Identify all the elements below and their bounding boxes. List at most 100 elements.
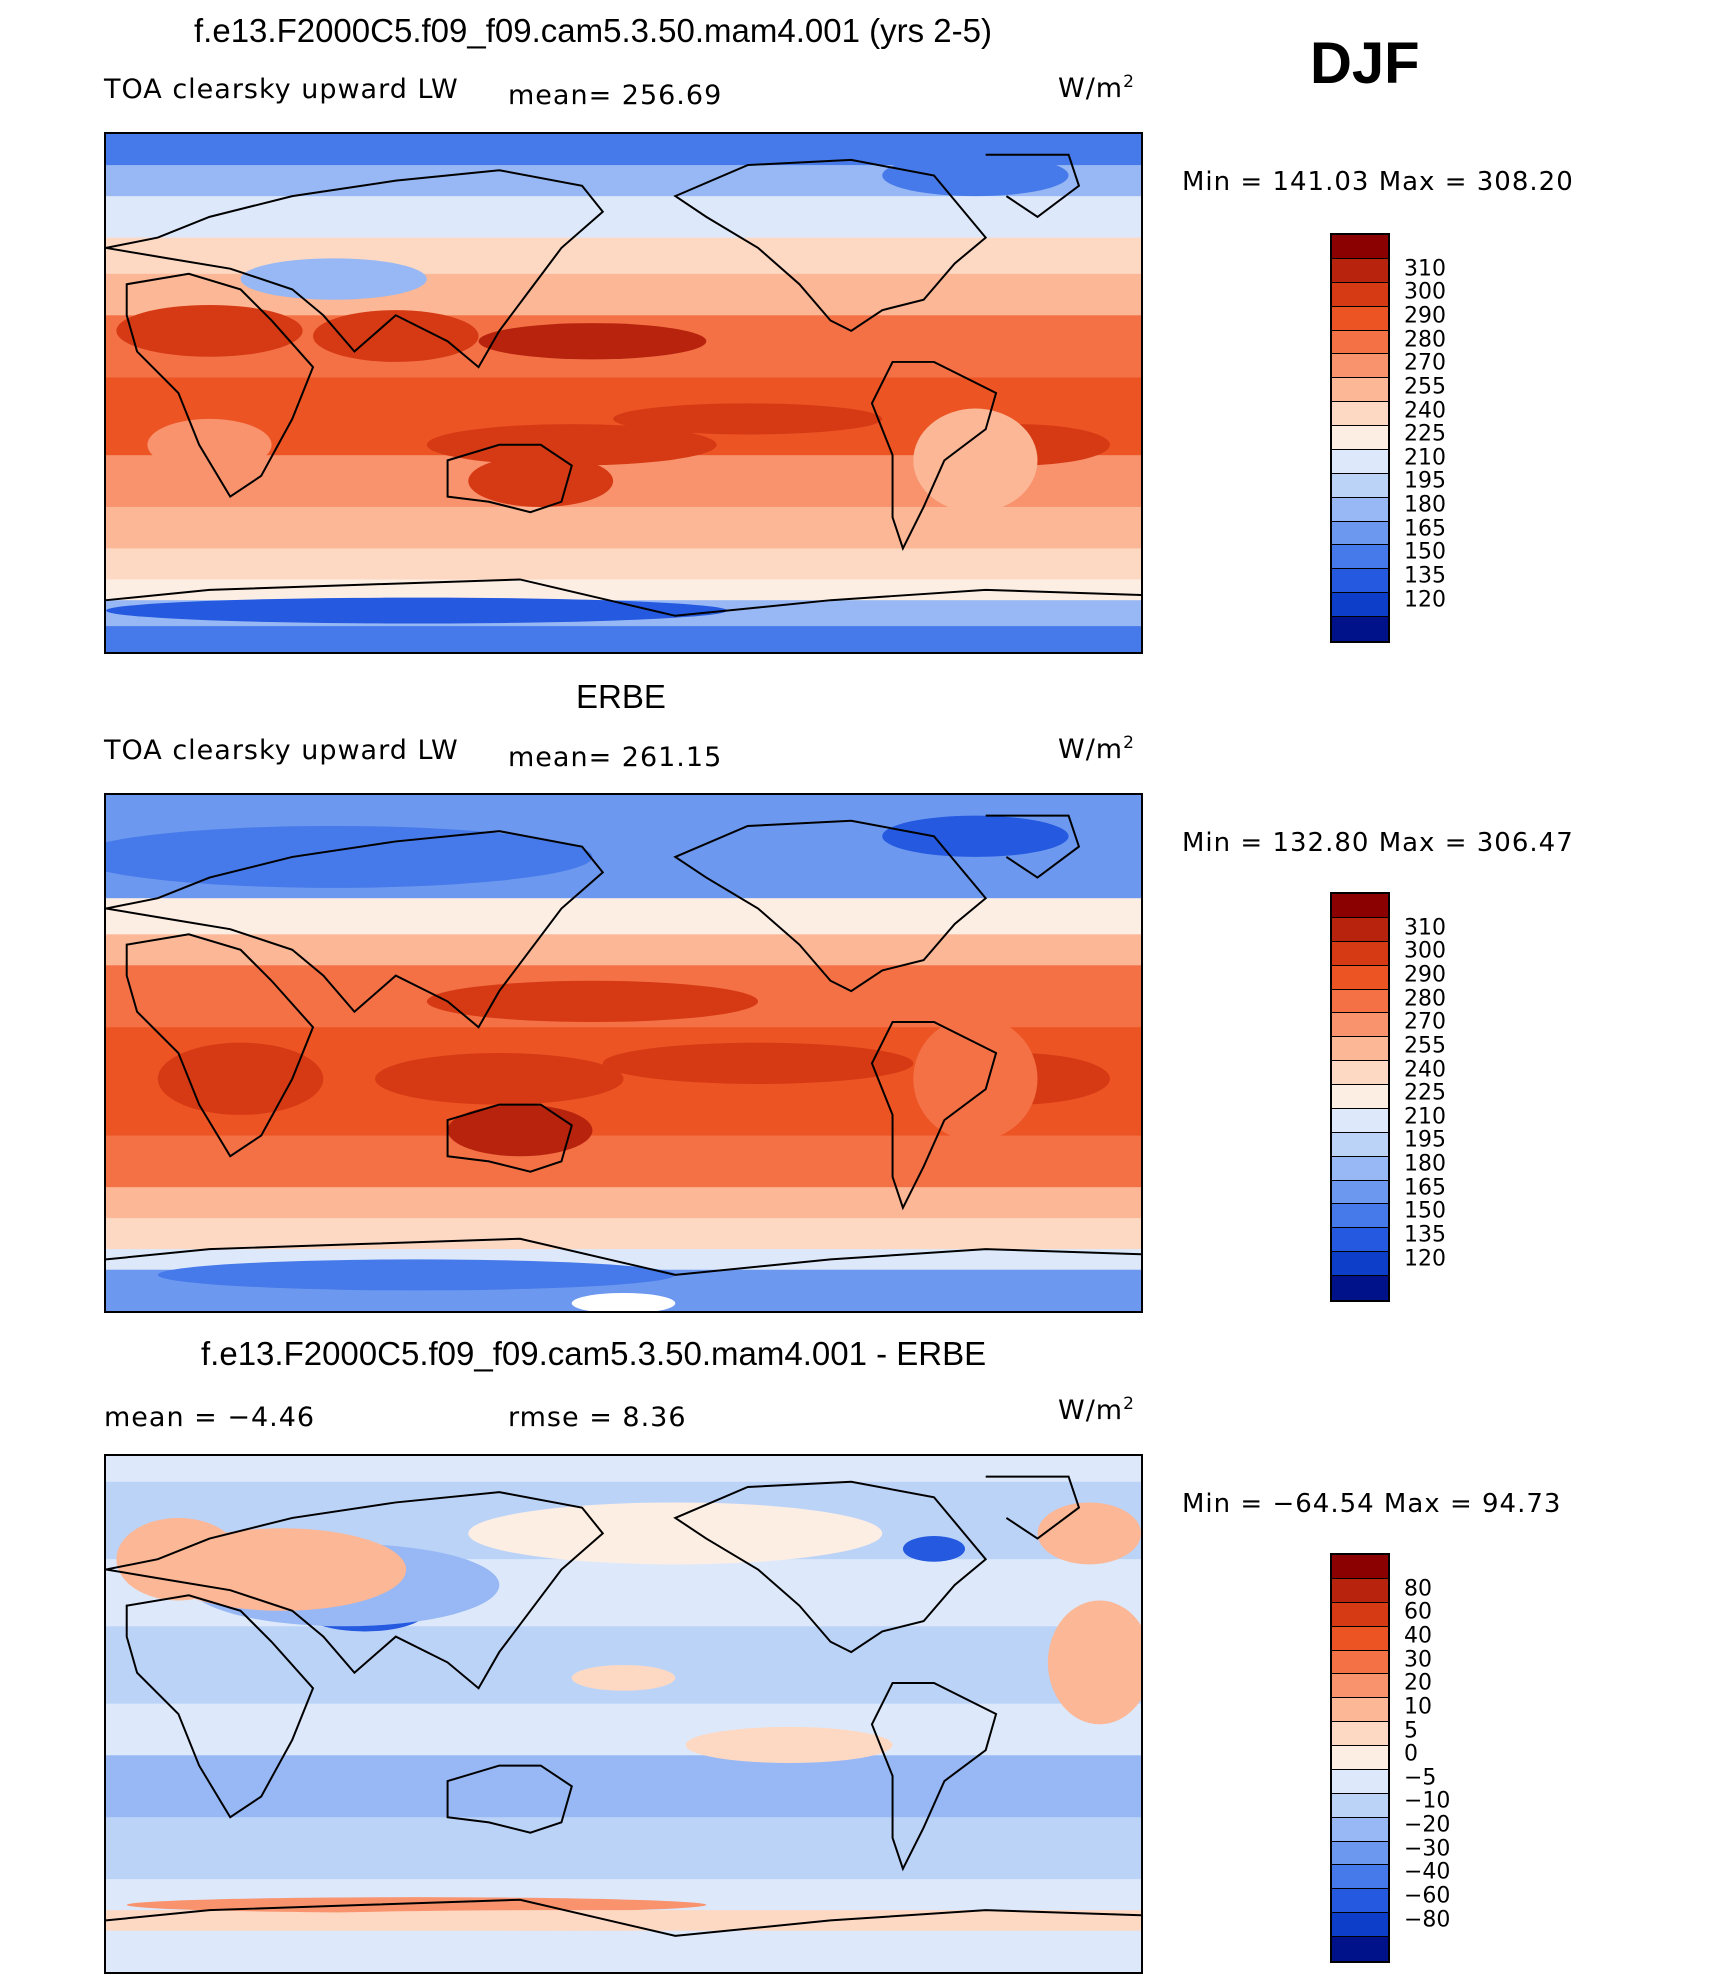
colorbar-label: 225 [1404,421,1446,447]
field-band [106,506,1141,550]
field-blob [478,323,707,360]
field-blob [313,310,479,362]
colorbar-box [1332,473,1388,498]
colorbar-box [1332,378,1388,403]
season-label: DJF [1310,31,1420,96]
colorbar-box [1332,1252,1388,1276]
panel-3-units: W/m2 [1058,1394,1135,1426]
coastline [446,443,573,514]
coastline [870,360,998,551]
field-blob [240,258,427,300]
field-blob [1037,1502,1141,1565]
field-blob [147,418,272,471]
field-blob [882,154,1069,197]
colorbar-label: 280 [1404,327,1446,353]
colorbar-box [1332,1674,1388,1699]
colorbar-box [1332,330,1388,355]
field-band [106,196,1141,239]
panel-2-minmax: Min = 132.80 Max = 306.47 [1182,828,1574,858]
colorbar-box [1332,894,1388,918]
colorbar-label: 5 [1404,1718,1418,1744]
colorbar-box [1332,1793,1388,1818]
panel-2-mean-label: mean= 261.15 [508,742,723,773]
field-blob [913,1016,1038,1141]
field-blob [157,1042,324,1115]
field-band [106,1456,1141,1483]
colorbar-label: 290 [1404,303,1446,329]
coastline [673,158,988,333]
colorbar-label: 165 [1404,1175,1446,1201]
colorbar-box [1332,1889,1388,1914]
colorbar-label: 310 [1404,256,1446,282]
colorbar-label: 195 [1404,1127,1446,1153]
colorbar-label: −60 [1404,1883,1451,1909]
colorbar-label: 60 [1404,1599,1432,1625]
colorbar-box [1332,1204,1388,1229]
field-band [106,1135,1141,1189]
colorbar-label: 280 [1404,986,1446,1012]
colorbar-label: 225 [1404,1080,1446,1106]
field-blob [106,597,727,624]
field-band [106,1930,1141,1972]
colorbar-box [1332,449,1388,474]
colorbar-box [1332,1841,1388,1866]
field-blob [685,1726,893,1764]
colorbar-box [1332,1626,1388,1651]
field-blob [447,1104,593,1157]
panel-1-variable-label: TOA clearsky upward LW [104,74,459,105]
colorbar-label: 40 [1404,1623,1432,1649]
field-blob [468,455,614,507]
colorbar-label: 20 [1404,1670,1432,1696]
colorbar-label: 240 [1404,398,1446,424]
colorbar-label: 310 [1404,915,1446,941]
colorbar-label: 0 [1404,1741,1418,1767]
colorbar-box [1332,235,1388,259]
colorbar-label: 80 [1404,1576,1432,1602]
field-blob [613,403,883,435]
colorbar-label: 10 [1404,1694,1432,1720]
colorbar-label: −80 [1404,1907,1451,1933]
coastline [106,830,605,1029]
colorbar-box [1332,1769,1388,1794]
colorbar-box [1332,917,1388,942]
colorbar-box [1332,989,1388,1014]
panel-1-map-field [106,134,1141,652]
colorbar-label: 165 [1404,516,1446,542]
field-band [106,548,1141,581]
panel-3-map-field [106,1456,1141,1972]
panel-3-mean-label: mean = −4.46 [104,1402,316,1433]
colorbar-label: −10 [1404,1788,1451,1814]
colorbar-box [1332,1698,1388,1723]
colorbar-box [1332,306,1388,331]
coastline [125,933,315,1158]
colorbar-box [1332,1180,1388,1205]
field-blob [375,1053,624,1105]
colorbar-label: 150 [1404,539,1446,565]
field-blob [902,1535,966,1562]
colorbar-label: 120 [1404,1246,1446,1272]
coastline [446,1764,573,1834]
panel-3-rmse-label: rmse = 8.36 [508,1402,687,1433]
colorbar-label: 255 [1404,374,1446,400]
colorbar-label: 180 [1404,1151,1446,1177]
colorbar-box [1332,617,1388,641]
coastline [106,1898,1141,1937]
panel-1-title: f.e13.F2000C5.f09_f09.cam5.3.50.mam4.001… [194,12,992,49]
colorbar-label: 290 [1404,962,1446,988]
field-blob [157,1259,676,1291]
field-band [106,1187,1141,1220]
coastline [125,1594,315,1819]
colorbar-label: 240 [1404,1057,1446,1083]
colorbar-box [1332,497,1388,522]
colorbar-label: 270 [1404,350,1446,376]
colorbar-box [1332,1937,1388,1961]
field-blob [1047,1600,1141,1725]
panel-1-colorbar [1330,233,1390,643]
colorbar-box [1332,1722,1388,1746]
field-band [106,626,1141,652]
colorbar-box [1332,1817,1388,1842]
colorbar-box [1332,354,1388,379]
colorbar-box [1332,941,1388,966]
coastline [106,1491,605,1690]
colorbar-box [1332,426,1388,450]
